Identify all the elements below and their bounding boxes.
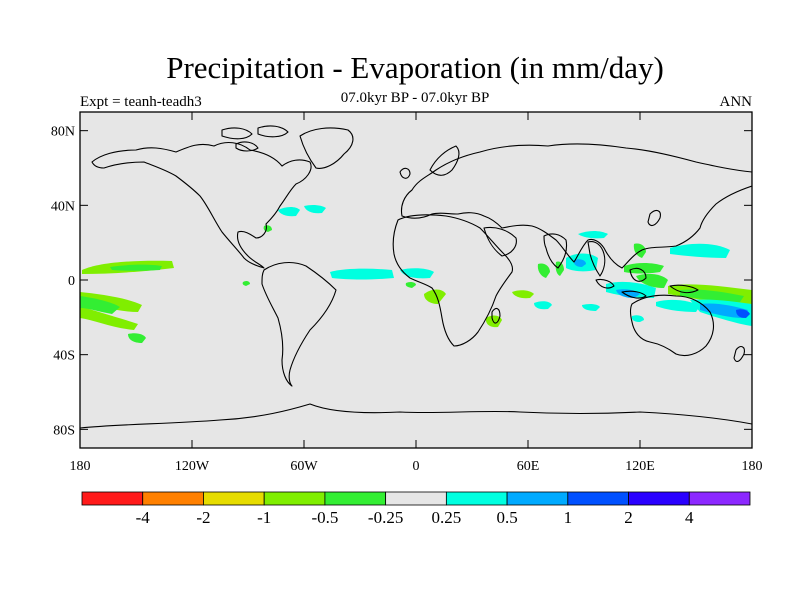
anomaly-patch (80, 306, 138, 330)
anomaly-patch (485, 315, 502, 328)
colorbar-swatch (567, 491, 629, 506)
anomaly-patch (573, 259, 586, 267)
longitude-axis: 180 120W 60W 0 60E 120E 180 (70, 112, 763, 474)
anomaly-patch (636, 273, 668, 288)
anomaly-patch (624, 263, 664, 274)
anomaly-patch (736, 309, 750, 318)
anomaly-patch (680, 289, 744, 302)
colorbar-label: -0.5 (311, 508, 338, 527)
anomaly-patch (424, 289, 446, 304)
lon-tick-label: 60W (290, 459, 318, 474)
colorbar-swatch (263, 491, 326, 506)
colorbar-swatch (506, 491, 569, 506)
colorbar-label: 4 (685, 508, 694, 527)
anomaly-patch (670, 243, 730, 258)
latitude-axis: 80N 40N 0 40S 80S (51, 125, 752, 438)
anomaly-patch (512, 290, 534, 299)
anomaly-patch (278, 207, 300, 217)
colorbar-swatch (142, 491, 204, 506)
anomaly-patch (555, 261, 564, 276)
coastlines (80, 125, 752, 429)
colorbar-labels: -4 -2 -1 -0.5 -0.25 0.25 0.5 1 2 4 (136, 508, 694, 527)
colorbar-swatch (385, 491, 447, 506)
lon-tick-label: 120E (625, 459, 655, 474)
colorbar-label: -4 (136, 508, 151, 527)
anomaly-field (80, 204, 752, 343)
anomaly-patch (242, 280, 250, 286)
lat-tick-label: 80S (53, 423, 75, 438)
lon-tick-label: 120W (175, 459, 210, 474)
lon-tick-label: 0 (413, 459, 420, 474)
anomaly-patch (80, 292, 142, 312)
colorbar-swatch (81, 491, 144, 506)
colorbar-swatch (688, 491, 751, 506)
colorbar-swatch (445, 491, 508, 506)
colorbar-swatch (628, 491, 690, 506)
lat-tick-label: 40N (51, 199, 75, 214)
anomaly-patch (656, 299, 700, 312)
colorbar-swatch (324, 491, 387, 506)
colorbar-label: 0.25 (431, 508, 461, 527)
anomaly-patch (330, 268, 394, 280)
experiment-label: Expt = teanh-teadh3 (80, 94, 202, 110)
anomaly-patch (80, 296, 120, 314)
colorbar (81, 491, 751, 506)
anomaly-patch (534, 301, 552, 310)
anomaly-patch (128, 333, 146, 343)
lat-tick-label: 0 (68, 274, 75, 289)
lat-tick-label: 40S (53, 349, 75, 364)
anomaly-patch (400, 268, 434, 279)
anomaly-patch (700, 303, 748, 318)
lon-tick-label: 180 (742, 459, 763, 474)
anomaly-patch (582, 303, 600, 311)
anomaly-patch (304, 204, 326, 214)
colorbar-label: 1 (564, 508, 573, 527)
season-label: ANN (719, 94, 753, 110)
colorbar-label: 0.5 (496, 508, 517, 527)
colorbar-label: -1 (257, 508, 271, 527)
lon-tick-label: 180 (70, 459, 91, 474)
colorbar-label: -0.25 (368, 508, 403, 527)
anomaly-patch (537, 263, 550, 278)
anomaly-patch (631, 315, 644, 322)
anomaly-patch (578, 231, 608, 239)
colorbar-label: 2 (624, 508, 633, 527)
chart-subtitle: 07.0kyr BP - 07.0kyr BP (340, 90, 490, 106)
lat-tick-label: 80N (51, 125, 75, 140)
colorbar-swatch (203, 491, 265, 506)
chart-title: Precipitation - Evaporation (in mm/day) (166, 50, 664, 85)
anomaly-patch (405, 281, 416, 288)
anomaly-patch (110, 264, 162, 271)
lon-tick-label: 60E (517, 459, 540, 474)
colorbar-label: -2 (196, 508, 210, 527)
